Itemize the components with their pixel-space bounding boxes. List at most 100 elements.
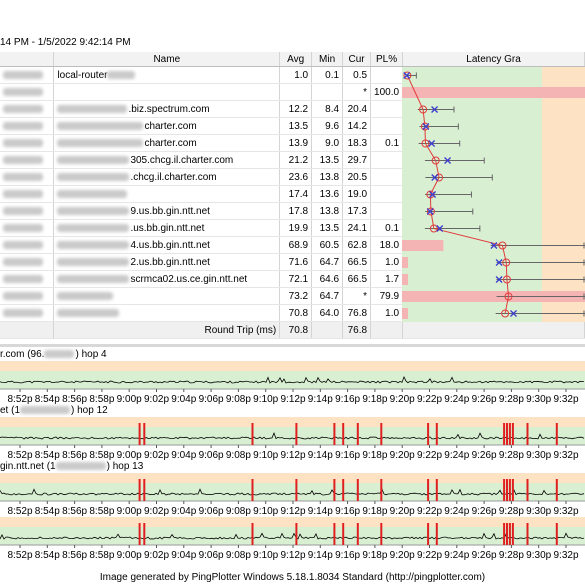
time-tick-label: 9:10p [253, 394, 278, 405]
packet-loss-mark [251, 479, 254, 501]
cur-cell: 62.8 [342, 236, 372, 254]
packet-loss-mark [503, 523, 506, 545]
avg-latency-point [426, 207, 435, 216]
redacted-ip [3, 257, 43, 266]
time-tick-label: 9:20p [390, 450, 415, 461]
redacted-ip [3, 104, 43, 113]
column-cur[interactable]: Cur [342, 52, 372, 67]
packet-loss-mark [427, 523, 430, 545]
time-tick-label: 9:04p [171, 394, 196, 405]
packet-loss-mark [356, 479, 359, 501]
packet-loss-mark [356, 523, 359, 545]
min-cell: 13.6 [311, 185, 344, 203]
time-tick-label: 9:18p [362, 506, 387, 517]
time-tick-label: 9:06p [199, 506, 224, 517]
time-tick-label: 9:16p [335, 394, 360, 405]
name-cell [53, 83, 281, 101]
packet-loss-mark [506, 423, 508, 445]
avg-latency-point [403, 71, 412, 80]
packet-loss-bar [402, 240, 444, 251]
timeline-chart: 8:52p 8:54p 8:56p 8:58p 9:00p 9:02p 9:04p 9:06p… [0, 473, 585, 517]
time-tick-label: 9:22p [417, 450, 442, 461]
packet-loss-mark [508, 523, 511, 545]
pl-cell: 0.1 [370, 219, 404, 237]
time-tick-label: 9:02p [144, 394, 169, 405]
time-tick-label: 8:56p [62, 506, 87, 517]
redacted-host [107, 70, 136, 79]
time-tick-label: 9:06p [199, 550, 224, 561]
time-tick-label: 9:18p [362, 394, 387, 405]
time-tick-label: 9:00p [117, 450, 142, 461]
hop-name: local-router [57, 69, 108, 81]
packet-loss-mark [295, 423, 298, 445]
time-tick-label: 9:22p [417, 550, 442, 561]
graph-cell [402, 321, 585, 339]
name-cell: .biz.spectrum.com [53, 100, 281, 118]
column-name[interactable]: Name [53, 52, 281, 67]
time-tick-label: 8:54p [35, 506, 60, 517]
avg-cell [279, 83, 313, 101]
current-latency-marker [428, 140, 436, 147]
avg-cell: 12.2 [279, 100, 313, 118]
packet-loss-mark [143, 423, 146, 445]
column-latency-graph[interactable]: Latency Gra [402, 52, 585, 67]
time-tick-label: 9:28p [499, 506, 524, 517]
packet-loss-mark [342, 479, 345, 501]
good-band [0, 483, 585, 501]
cur-cell: * [342, 287, 372, 305]
time-tick-label: 9:14p [308, 506, 333, 517]
warn-band [0, 361, 585, 371]
column-pl[interactable]: PL% [370, 52, 404, 67]
packet-loss-mark [356, 423, 359, 445]
time-tick-label: 9:32p [553, 394, 578, 405]
hop-cell [0, 287, 55, 305]
timeline-chart: 8:52p 8:54p 8:56p 8:58p 9:00p 9:02p 9:04p 9:06p… [0, 417, 585, 461]
redacted-ip [3, 291, 43, 300]
time-tick-label: 9:26p [472, 394, 497, 405]
redacted-ip [3, 223, 43, 232]
timeline-hop13[interactable]: 8:52p 8:54p 8:56p 8:58p 9:00p 9:02p 9:04p 9:06p… [0, 473, 585, 517]
name-cell [53, 304, 281, 322]
time-tick-label: 9:30p [526, 394, 551, 405]
column-avg[interactable]: Avg [279, 52, 313, 67]
timeline-hop4[interactable]: 8:52p 8:54p 8:56p 8:58p 9:00p 9:02p 9:04p 9:06p… [0, 361, 585, 405]
cur-cell: * [342, 83, 372, 101]
avg-latency-point [426, 190, 435, 199]
timeline-final-hop[interactable]: 8:52p 8:54p 8:56p 8:58p 9:00p 9:02p 9:04p 9:06p… [0, 517, 585, 561]
hop-cell [0, 134, 55, 152]
column-hop[interactable] [0, 52, 55, 67]
pane-divider[interactable] [0, 344, 585, 347]
timeline-hop12[interactable]: 8:52p 8:54p 8:56p 8:58p 9:00p 9:02p 9:04p 9:06p… [0, 417, 585, 461]
packet-loss-mark [555, 479, 558, 501]
name-cell: 305.chcg.il.charter.com [53, 151, 281, 169]
packet-loss-mark [380, 479, 383, 501]
min-cell: 64.7 [311, 253, 344, 271]
time-tick-label: 9:32p [553, 550, 578, 561]
time-tick-label: 9:24p [444, 550, 469, 561]
time-tick-label: 9:06p [199, 450, 224, 461]
hop-cell [0, 253, 55, 271]
table-row[interactable]: 4.us.bb.gin.ntt.net 68.9 60.5 62.8 18.0 [0, 236, 585, 254]
timeline-label-hop13: gin.ntt.net (1) hop 13 [0, 461, 144, 472]
avg-latency-point [431, 156, 440, 165]
time-tick-label: 9:12p [280, 506, 305, 517]
cur-cell: 20.5 [342, 168, 372, 186]
packet-loss-mark [508, 479, 511, 501]
packet-loss-mark [511, 523, 514, 545]
column-min[interactable]: Min [311, 52, 344, 67]
redacted-ip [3, 240, 43, 249]
avg-latency-point [502, 258, 511, 267]
packet-loss-bar [402, 291, 585, 302]
time-tick-label: 9:26p [472, 550, 497, 561]
current-latency-marker [426, 208, 434, 215]
packet-loss-mark [342, 423, 345, 445]
hop-name: 305.chcg.il.charter.com [130, 154, 234, 166]
time-tick-label: 9:08p [226, 450, 251, 461]
time-tick-label: 9:10p [253, 506, 278, 517]
hop-cell [0, 270, 55, 288]
packet-loss-mark [143, 479, 146, 501]
packet-loss-mark [555, 423, 558, 445]
time-tick-label: 9:20p [390, 394, 415, 405]
hop-cell [0, 202, 55, 220]
time-tick-label: 8:56p [62, 394, 87, 405]
